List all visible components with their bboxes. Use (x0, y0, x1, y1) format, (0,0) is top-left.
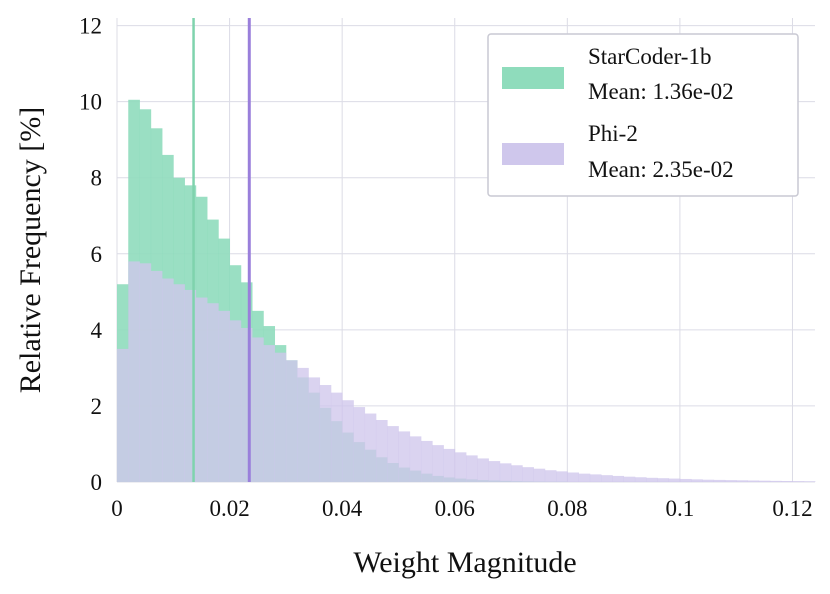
x-axis-label: Weight Magnitude (353, 546, 576, 579)
phi2-bar (578, 473, 591, 482)
phi2-bar (747, 480, 760, 482)
phi2-bar (623, 476, 636, 482)
phi2-bar (184, 289, 197, 482)
phi2-bar (769, 480, 782, 482)
y-tick-label: 8 (91, 166, 103, 191)
phi2-bar (342, 400, 354, 482)
legend-mean-starcoder: Mean: 1.36e-02 (588, 79, 734, 104)
y-tick-label: 10 (79, 90, 102, 115)
phi2-bar (691, 479, 703, 482)
phi2-bar (612, 475, 625, 482)
mean-lines (192, 18, 251, 482)
tick-labels: 0 0.02 0.04 0.06 0.08 0.1 0.12 0 2 4 6 8 10 12 (79, 14, 813, 521)
phi2-bar (702, 479, 715, 482)
phi2-bar (308, 377, 321, 482)
legend-mean-phi2: Mean: 2.35e-02 (588, 157, 734, 182)
phi2-bar (488, 461, 501, 482)
phi2-bar (803, 481, 816, 482)
phi2-bar (218, 310, 230, 482)
phi2-bar (522, 467, 534, 482)
phi2-bar (285, 360, 298, 482)
phi2-bar (229, 320, 242, 482)
phi2-bar (173, 284, 185, 482)
phi2-bar (139, 263, 152, 482)
x-tick-label: 0.02 (209, 496, 249, 521)
phi2-bar (195, 297, 208, 482)
legend-swatch-starcoder (502, 67, 564, 89)
legend-name-starcoder: StarCoder-1b (588, 44, 711, 69)
phi2-bar (724, 480, 737, 482)
phi2-bar (375, 420, 388, 482)
phi2-bar (477, 458, 489, 482)
phi2-bar (499, 463, 512, 482)
phi2-bar (657, 478, 670, 482)
phi2-bar (263, 345, 276, 482)
phi2-bar (432, 445, 444, 482)
phi2-bar (387, 426, 399, 482)
phi2-bar (252, 337, 264, 482)
y-tick-label: 2 (91, 394, 103, 419)
x-tick-label: 0 (111, 496, 123, 521)
x-tick-label: 0.08 (547, 496, 587, 521)
phi2-bar (668, 478, 681, 482)
phi2-bar (398, 431, 411, 482)
phi2-bar (533, 468, 546, 482)
phi2-bar (128, 261, 140, 482)
phi2-bar (443, 448, 456, 482)
phi2-bar (466, 455, 478, 482)
phi2-bar (601, 475, 613, 482)
phi2-bar (207, 303, 219, 482)
x-tick-label: 0.12 (772, 496, 812, 521)
phi2-bar (556, 471, 568, 482)
legend-swatch-phi2 (502, 143, 564, 165)
y-tick-label: 0 (91, 470, 103, 495)
x-tick-label: 0.04 (322, 496, 363, 521)
phi2-bar (792, 481, 805, 482)
y-tick-label: 12 (79, 14, 102, 39)
phi2-bar (240, 327, 253, 482)
y-tick-label: 4 (91, 318, 103, 343)
phi2-bar (646, 477, 658, 482)
legend-frame (487, 33, 799, 197)
phi2-bar (634, 477, 647, 482)
phi2-bar (274, 352, 287, 482)
phi2-bar (420, 440, 433, 482)
x-tick-label: 0.1 (666, 496, 695, 521)
phi2-bar (319, 385, 332, 482)
legend: StarCoder-1b Mean: 1.36e-02 Phi-2 Mean: … (487, 33, 799, 197)
phi2-bar (589, 474, 602, 482)
phi2-bar (679, 478, 692, 482)
phi2-bar (330, 392, 343, 482)
phi2-bar (353, 407, 366, 482)
phi2-bar (297, 367, 309, 482)
phi2-bar (364, 413, 377, 482)
phi2-bar (117, 348, 129, 482)
phi2-bar (150, 270, 163, 482)
y-axis-label: Relative Frequency [%] (14, 107, 47, 394)
phi2-bars (117, 261, 816, 482)
phi2-bar (162, 278, 174, 482)
phi2-bar (567, 472, 579, 482)
phi2-bar (758, 480, 771, 482)
y-tick-label: 6 (91, 242, 103, 267)
phi2-bar (454, 452, 467, 482)
legend-name-phi2: Phi-2 (588, 121, 638, 146)
phi2-bar (736, 480, 748, 482)
phi2-bar (781, 481, 793, 482)
phi2-bar (544, 470, 557, 482)
phi2-bar (511, 465, 523, 482)
x-tick-label: 0.06 (435, 496, 475, 521)
phi2-bar (409, 436, 422, 482)
phi2-bar (713, 479, 726, 482)
